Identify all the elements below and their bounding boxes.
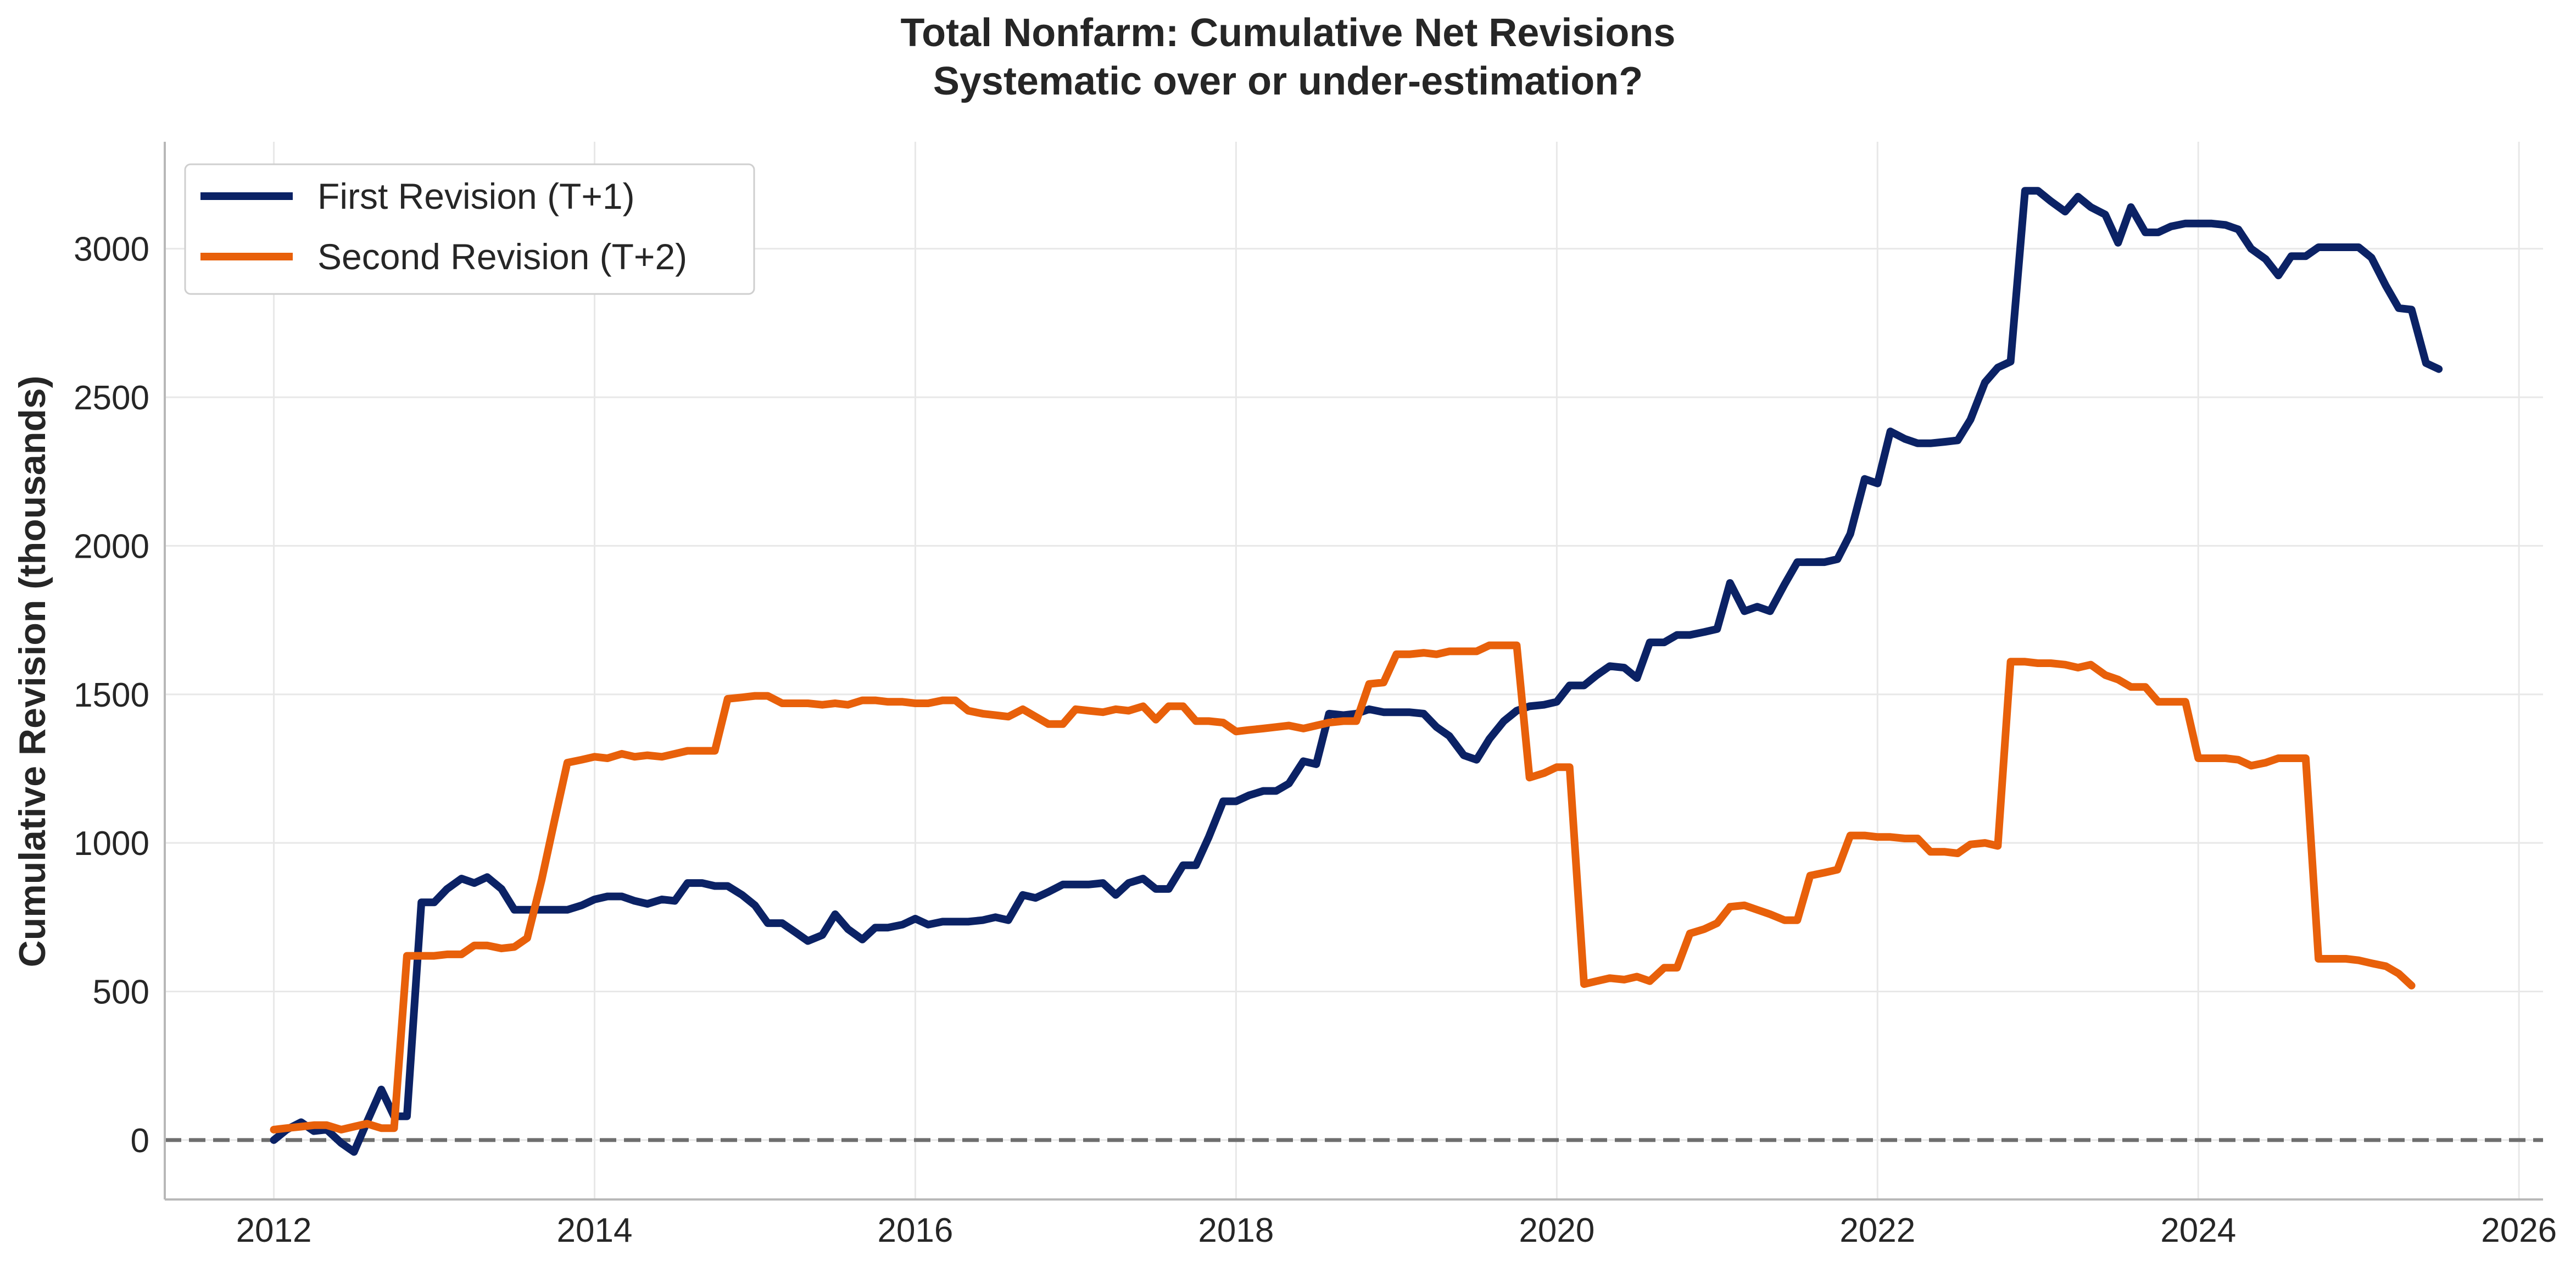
y-tick-label: 2000 bbox=[74, 527, 149, 565]
y-tick-label: 3000 bbox=[74, 231, 149, 269]
x-tick-label: 2024 bbox=[2160, 1212, 2236, 1249]
chart-subtitle: Systematic over or under-estimation? bbox=[933, 59, 1643, 103]
x-axis-ticks: 2012 2014 2016 2018 2020 2022 2024 2026 bbox=[236, 1212, 2557, 1249]
series-line-first-revision bbox=[270, 187, 2443, 1156]
y-tick-label: 2500 bbox=[74, 379, 149, 417]
x-tick-label: 2022 bbox=[1839, 1212, 1915, 1249]
series-line-second-revision bbox=[270, 641, 2416, 1134]
legend-label-first-revision: First Revision (T+1) bbox=[317, 176, 635, 216]
x-tick-label: 2020 bbox=[1519, 1212, 1594, 1249]
y-tick-label: 0 bbox=[131, 1122, 149, 1160]
x-tick-label: 2016 bbox=[877, 1212, 953, 1249]
x-tick-label: 2018 bbox=[1198, 1212, 1274, 1249]
y-tick-label: 500 bbox=[93, 973, 149, 1011]
y-axis-label: Cumulative Revision (thousands) bbox=[12, 376, 53, 968]
series-lines bbox=[270, 187, 2443, 1156]
legend-box bbox=[184, 163, 755, 295]
y-tick-label: 1500 bbox=[74, 676, 149, 714]
legend-label-second-revision: Second Revision (T+2) bbox=[317, 236, 687, 277]
chart-title: Total Nonfarm: Cumulative Net Revisions bbox=[901, 11, 1676, 55]
y-tick-label: 1000 bbox=[74, 825, 149, 863]
x-tick-label: 2014 bbox=[557, 1212, 633, 1249]
legend: First Revision (T+1) Second Revision (T+… bbox=[184, 163, 755, 295]
x-tick-label: 2012 bbox=[236, 1212, 312, 1249]
x-tick-label: 2026 bbox=[2481, 1212, 2557, 1249]
y-axis-ticks: 0 500 1000 1500 2000 2500 3000 bbox=[74, 231, 149, 1160]
grid-lines bbox=[165, 142, 2543, 1199]
